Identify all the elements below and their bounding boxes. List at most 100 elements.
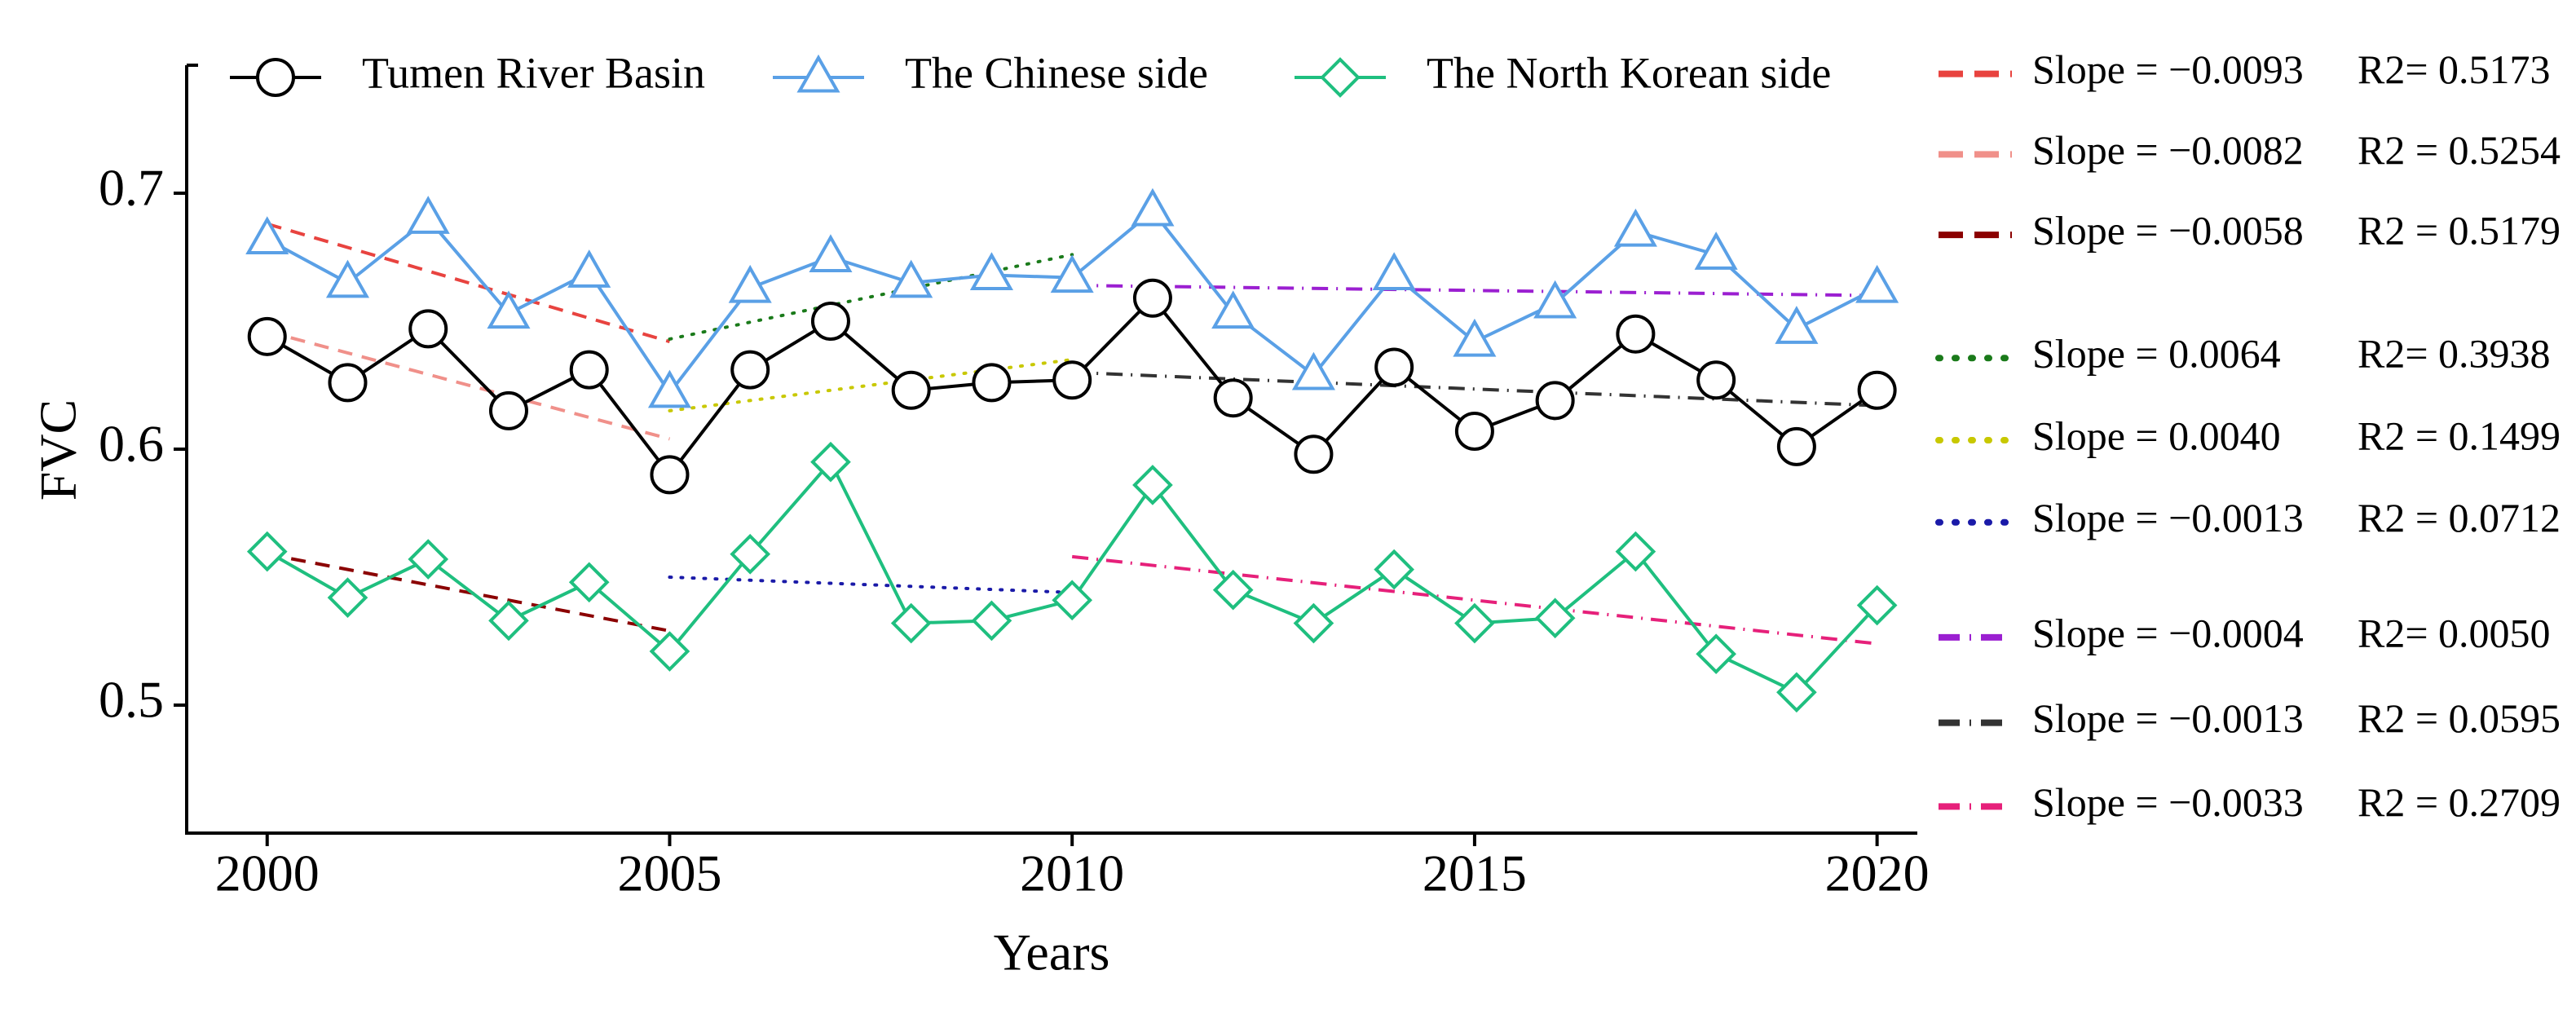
marker: [647, 369, 691, 408]
marker: [1052, 580, 1093, 621]
marker: [246, 531, 288, 572]
trend-slope-label: Slope = 0.0040: [2032, 412, 2281, 458]
marker: [1213, 378, 1253, 418]
marker: [1374, 347, 1414, 387]
marker: [972, 363, 1012, 403]
marker: [325, 259, 370, 298]
x-tick-label: 2000: [215, 845, 320, 902]
y-tick-label: 0.5: [99, 671, 164, 729]
y-tick-label: 0.7: [99, 159, 164, 217]
marker: [245, 216, 289, 255]
marker: [1775, 306, 1819, 344]
marker: [1535, 381, 1575, 421]
marker: [569, 350, 609, 390]
trend-line: [267, 222, 671, 344]
x-tick-label: 2020: [1825, 845, 1930, 902]
marker: [1211, 290, 1255, 329]
marker: [1855, 264, 1899, 303]
marker: [568, 562, 610, 603]
marker: [810, 441, 851, 483]
marker: [1694, 232, 1738, 270]
legend-label: The Chinese side: [905, 48, 1208, 97]
marker: [650, 455, 690, 495]
marker: [1776, 672, 1817, 713]
marker: [1132, 465, 1173, 505]
legend-marker: [256, 58, 295, 97]
y-tick-label: 0.6: [99, 415, 164, 473]
trend-slope-label: Slope = 0.0064: [2032, 331, 2281, 377]
marker: [1696, 360, 1736, 400]
marker: [889, 259, 933, 298]
marker: [810, 302, 850, 341]
trend-r2-label: R2 = 0.1499: [2358, 412, 2561, 458]
marker: [1052, 360, 1092, 400]
marker: [1372, 252, 1416, 290]
trend-slope-label: Slope = −0.0093: [2032, 46, 2304, 92]
marker: [891, 370, 931, 410]
y-axis-title: FVC: [29, 399, 87, 501]
marker: [1613, 208, 1657, 247]
marker: [1374, 549, 1414, 590]
marker: [649, 631, 690, 672]
trend-line: [668, 358, 1074, 412]
marker: [969, 252, 1013, 290]
marker: [408, 309, 448, 349]
trend-line: [267, 329, 670, 441]
trend-r2-label: R2 = 0.5179: [2358, 208, 2561, 254]
trend-line: [668, 253, 1074, 341]
marker: [890, 602, 932, 644]
marker: [327, 577, 368, 618]
trend-line: [1072, 370, 1877, 408]
marker: [730, 533, 771, 575]
marker: [1776, 426, 1816, 466]
trend-line: [1072, 284, 1877, 298]
trend-r2-label: R2 = 0.0595: [2358, 695, 2561, 741]
marker: [730, 350, 770, 390]
marker: [1454, 602, 1495, 644]
trend-r2-label: R2= 0.0050: [2358, 610, 2551, 655]
marker: [1534, 598, 1576, 639]
trend-slope-label: Slope = −0.0013: [2032, 695, 2304, 741]
trend-r2-label: R2 = 0.0712: [2358, 495, 2561, 540]
trend-r2-label: R2 = 0.5254: [2358, 127, 2561, 173]
x-tick-label: 2015: [1423, 845, 1527, 902]
trend-slope-label: Slope = −0.0004: [2032, 610, 2304, 655]
marker: [1294, 434, 1334, 474]
series-line: [266, 459, 1879, 695]
marker: [1050, 254, 1094, 293]
marker: [1453, 318, 1497, 357]
marker: [1696, 633, 1736, 675]
marker: [1856, 584, 1898, 626]
marker: [488, 600, 529, 642]
marker: [488, 390, 528, 430]
marker: [1131, 187, 1175, 227]
x-axis-title: Years: [994, 924, 1110, 981]
marker: [971, 600, 1012, 642]
marker: [328, 363, 368, 403]
trend-r2-label: R2= 0.5173: [2358, 46, 2551, 92]
marker: [247, 316, 287, 356]
legend-label: The North Korean side: [1427, 48, 1831, 97]
marker: [1291, 351, 1335, 390]
marker: [728, 264, 772, 303]
marker: [567, 249, 611, 288]
marker: [1533, 280, 1577, 319]
marker: [487, 290, 531, 329]
legend-marker: [796, 54, 840, 93]
marker: [1212, 569, 1254, 611]
marker: [1857, 370, 1897, 410]
marker: [408, 539, 449, 580]
trend-slope-label: Slope = −0.0033: [2032, 779, 2304, 825]
trend-r2-label: R2= 0.3938: [2358, 331, 2551, 377]
trend-line: [668, 576, 1074, 594]
legend-label: Tumen River Basin: [362, 48, 705, 97]
x-tick-label: 2005: [617, 845, 721, 902]
marker: [1293, 602, 1334, 644]
trend-slope-label: Slope = −0.0058: [2032, 208, 2304, 254]
marker: [1615, 531, 1656, 572]
marker: [1616, 314, 1656, 354]
legend-marker: [1320, 57, 1361, 98]
marker: [809, 234, 853, 272]
